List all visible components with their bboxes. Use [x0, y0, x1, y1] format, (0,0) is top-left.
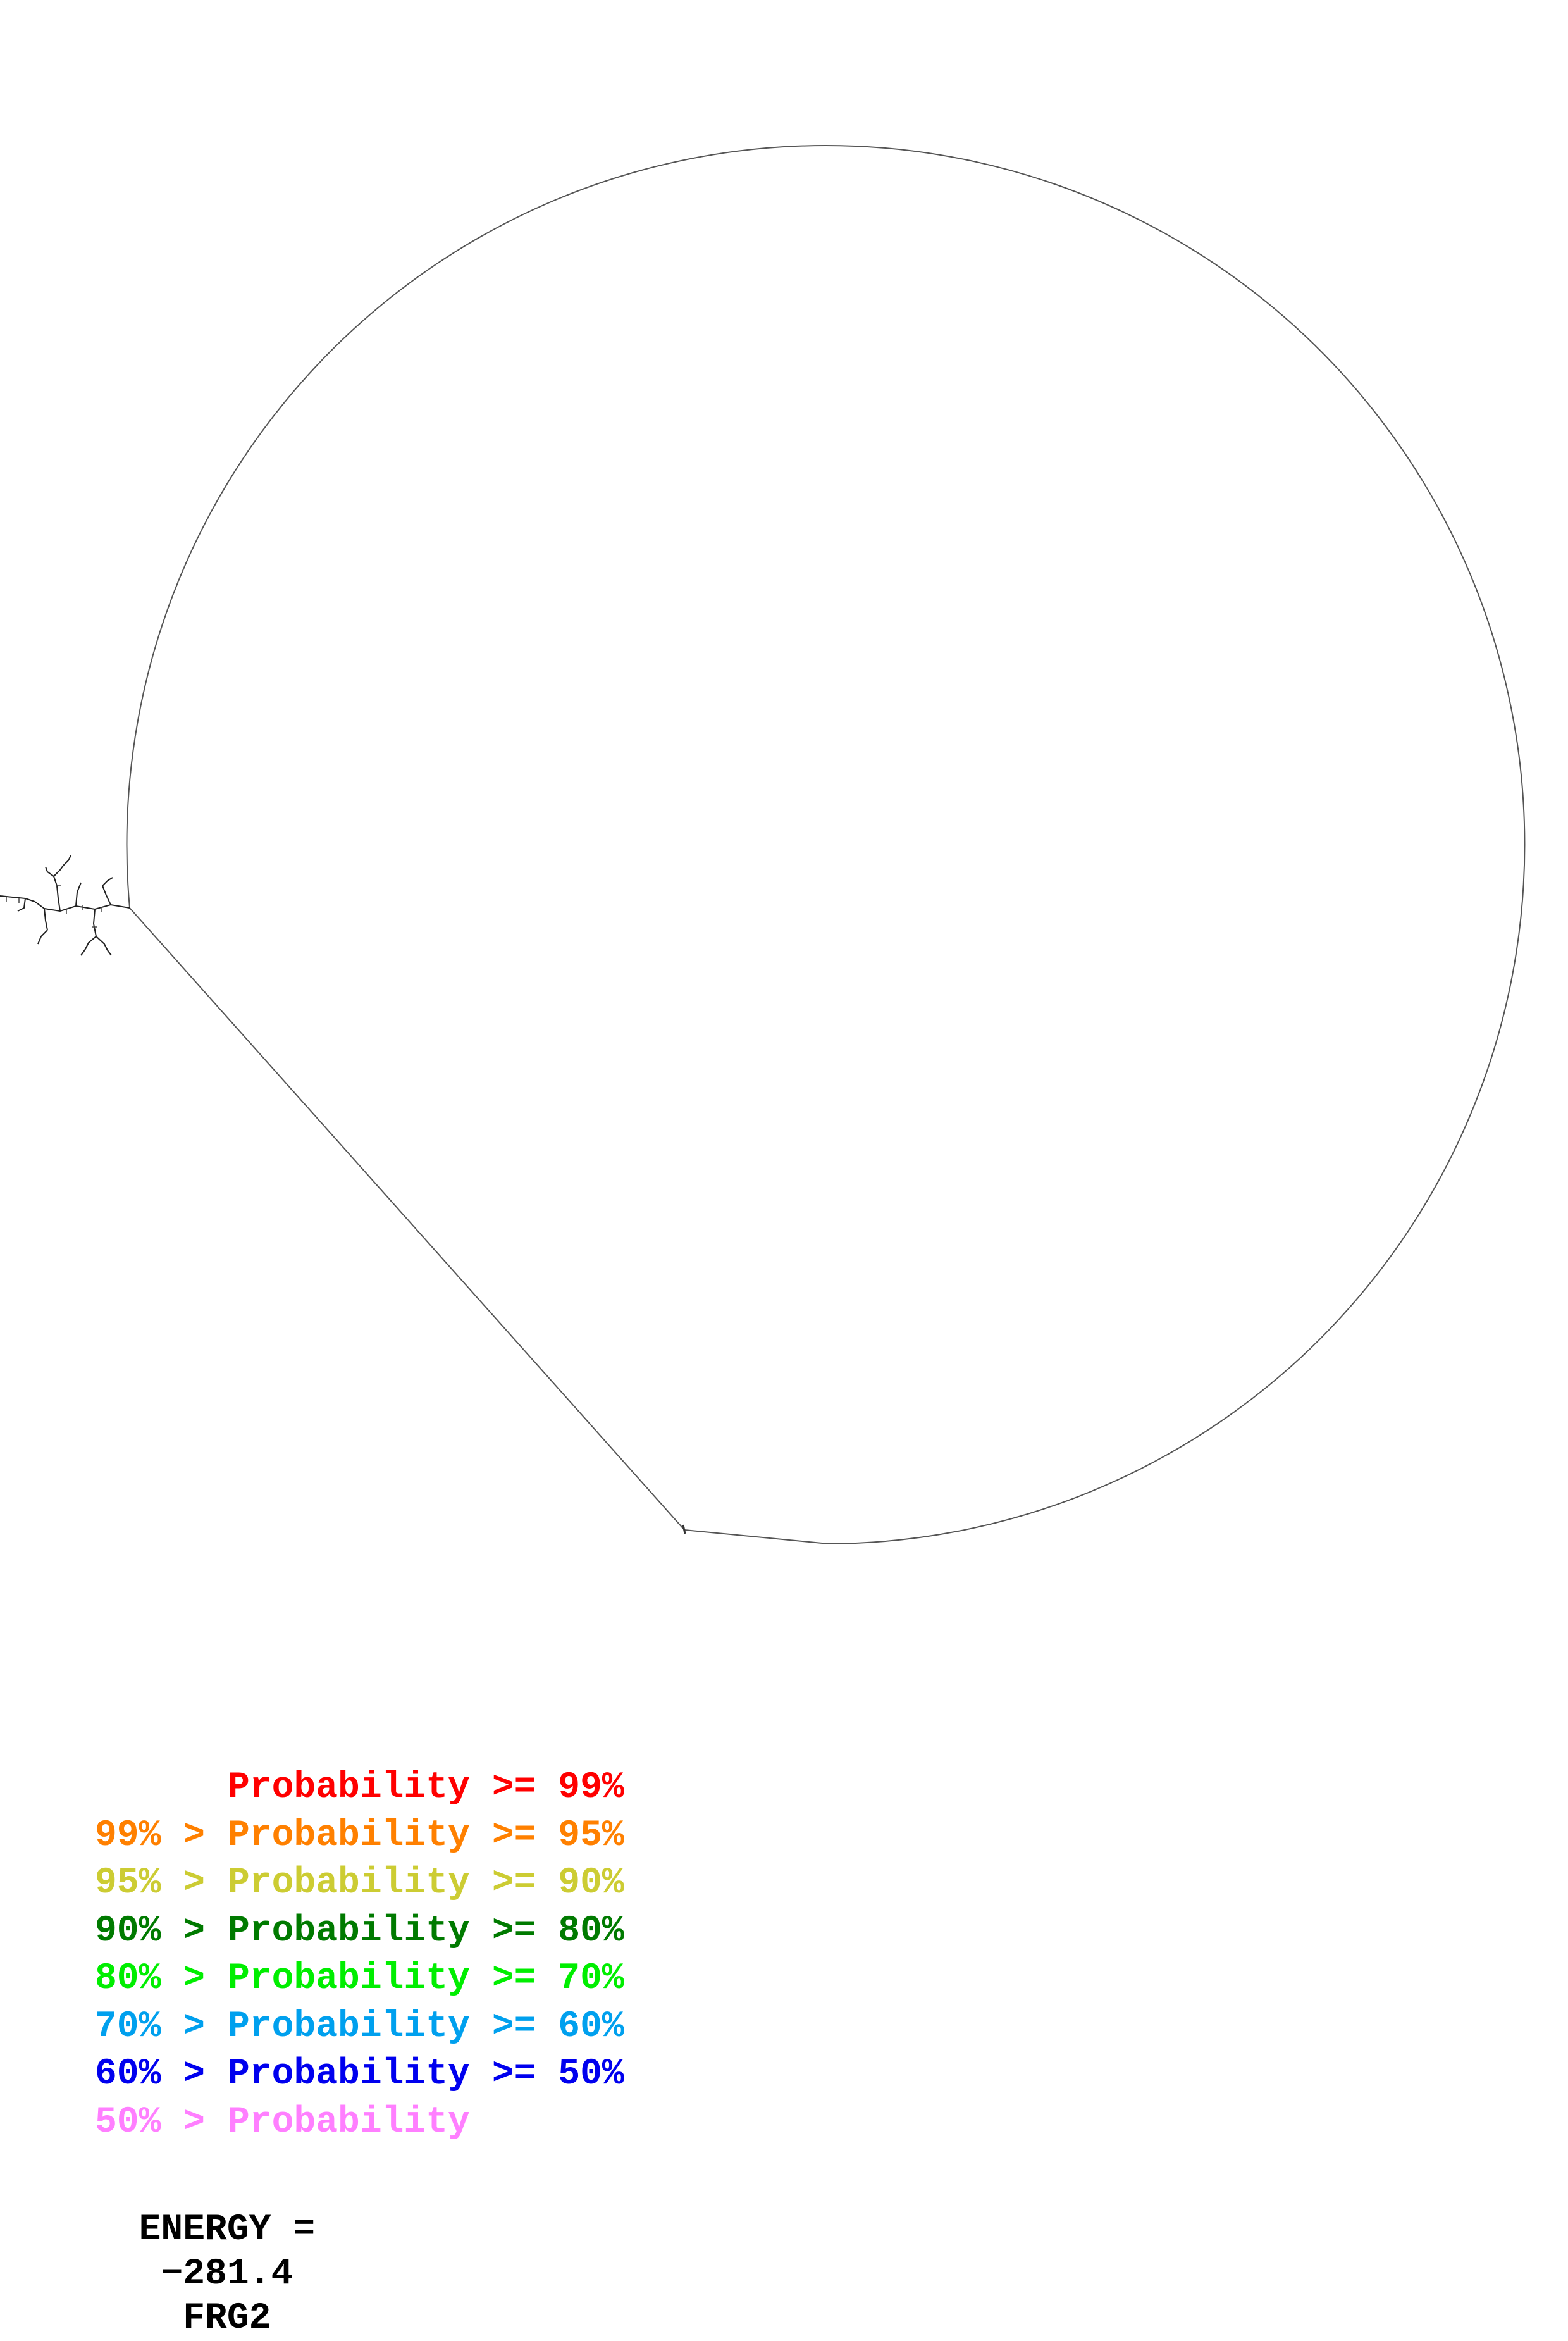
legend-suffix: >= 70%: [491, 1958, 624, 1999]
helix-base-ticks: [6, 885, 102, 928]
legend-label: Probability: [228, 2101, 470, 2143]
legend-suffix: >= 80%: [491, 1910, 624, 1952]
legend-prefix: 99% >: [95, 1815, 206, 1856]
probability-legend: Probability >= 99% 99% > Probability >= 95% 9…: [95, 1764, 624, 2146]
legend-label: Probability: [228, 1815, 470, 1856]
legend-label: Probability: [228, 1863, 470, 1904]
legend-prefix: 60% >: [95, 2054, 206, 2095]
legend-suffix: >= 99%: [491, 1767, 624, 1808]
legend-row: 95% > Probability >= 90%: [95, 1860, 624, 1908]
legend-prefix: 95% >: [95, 1863, 206, 1904]
legend-row: Probability >= 99%: [95, 1764, 624, 1812]
legend-label: Probability: [228, 1910, 470, 1952]
legend-row: 60% > Probability >= 50%: [95, 2051, 624, 2099]
legend-suffix: >= 95%: [491, 1815, 624, 1856]
legend-prefix: 70% >: [95, 2006, 206, 2047]
loop-junction-tick: [682, 1524, 686, 1534]
legend-suffix: >= 60%: [491, 2006, 624, 2047]
helix-cluster: [0, 855, 130, 956]
fragment-name: FRG2: [183, 2298, 271, 2339]
legend-row: 50% > Probability: [95, 2099, 624, 2147]
legend-row: 70% > Probability >= 60%: [95, 2003, 624, 2051]
legend-row: 99% > Probability >= 95%: [95, 1812, 624, 1860]
legend-suffix: >= 50%: [491, 2054, 624, 2095]
legend-label: Probability: [228, 2054, 470, 2095]
legend-label: Probability: [228, 1767, 470, 1808]
legend-row: 90% > Probability >= 80%: [95, 1908, 624, 1956]
energy-footer: ENERGY = −281.4 FRG2: [95, 2164, 315, 2341]
legend-prefix: 90% >: [95, 1910, 206, 1952]
legend-label: Probability: [228, 1958, 470, 1999]
legend-label: Probability: [228, 2006, 470, 2047]
legend-prefix: 80% >: [95, 1958, 206, 1999]
energy-value: −281.4: [161, 2254, 293, 2295]
legend-prefix: 50% >: [95, 2101, 206, 2143]
legend-row: 80% > Probability >= 70%: [95, 1955, 624, 2003]
backbone-loop: [126, 145, 1526, 1545]
rna-structure-diagram: [0, 145, 1526, 1545]
legend-suffix: >= 90%: [491, 1863, 624, 1904]
energy-label: ENERGY =: [139, 2209, 316, 2251]
